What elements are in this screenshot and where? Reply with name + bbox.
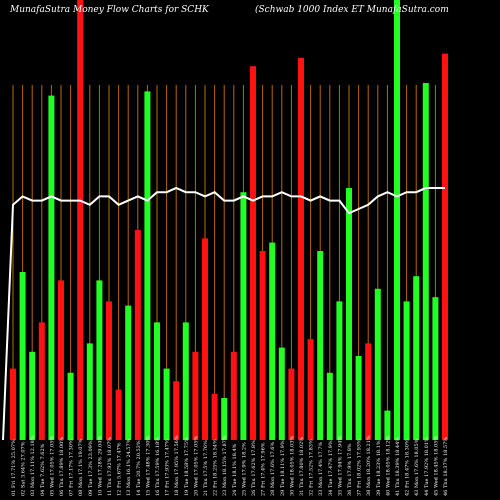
chart-title-right: (Schwab 1000 Index ET MunafaSutra.com (255, 4, 449, 15)
x-tick-label: 45 Wed 18.45% 18.05% (433, 436, 439, 496)
bar (202, 238, 208, 440)
x-tick-label: 36 Thu 17.9% 17.8% (347, 443, 353, 496)
x-tick-label: 40 Wed 18.05% 18.12% (385, 436, 391, 496)
x-tick-label: 18 Mon 17.95% 17.56% (174, 435, 180, 496)
bar (307, 339, 314, 440)
x-tick-label: 25 Wed 17.9% 18.2% (241, 442, 247, 496)
x-tick-label: 29 Tue 18.11% 17.9% (280, 440, 286, 496)
bar (211, 393, 218, 440)
bar (67, 372, 74, 440)
x-tick-labels: 01 Fri 17.71% 25.07% 02 Sat 3.64% 27.07% 0… (11, 435, 449, 496)
x-tick-label: 30 Wed 18.05% 18.03% (289, 436, 295, 496)
x-tick-label: 35 Wed 17.94% 17.94% (337, 436, 343, 496)
bar (115, 389, 122, 440)
bar (221, 398, 228, 440)
bar (144, 91, 151, 441)
bar (86, 343, 93, 440)
x-tick-label: 07 Fri 17.17% 17.30% (69, 439, 75, 496)
bar (182, 322, 189, 440)
x-tick-label: 28 Mon 17.6% 17.6% (270, 442, 276, 496)
x-tick-label: 23 Mon 18.15% 17.87% (222, 435, 228, 496)
bar (422, 83, 429, 440)
bar (77, 0, 84, 440)
bar (288, 368, 295, 440)
x-tick-label: 27 Fri 17.4% 17.96% (261, 442, 267, 496)
x-tick-label: 01 Fri 17.71% 25.07% (11, 439, 17, 496)
x-tick-label: 10 Wed 17.28% 29.04% (97, 436, 103, 496)
x-tick-label: 31 Thu 17.80% 18.02% (299, 437, 305, 496)
x-tick-label: 16 Thu 17.59% 16.18% (155, 437, 161, 496)
x-tick-label: 42 Fri 18.47% 18.30% (405, 439, 411, 496)
x-tick-label: 02 Sat 3.64% 27.07% (21, 441, 27, 496)
bar (10, 368, 16, 440)
x-tick-label: 34 Tue 17.47% 17.9% (328, 440, 334, 496)
bar (173, 381, 180, 440)
x-tick-label: 11 Thu 17.92% 18.07% (107, 437, 113, 496)
x-tick-label: 15 Wed 17.48% 17.30% (145, 436, 151, 496)
x-tick-label: 14 Tue 20.7% 20.53% (136, 440, 142, 496)
x-tick-label: 37 Fri 18.02% 17.93% (357, 439, 363, 496)
bar (365, 343, 372, 440)
bar (384, 410, 391, 440)
x-tick-label: 03 Mon 17.11% 12.18% (30, 435, 36, 496)
bar (326, 372, 333, 440)
x-tick-label: 38 Mon 18.20% 18.21% (366, 435, 372, 496)
bar (346, 188, 352, 440)
x-tick-label: 39 Tue 18.23% 18.1% (376, 440, 382, 496)
x-tick-label: 20 Wed 17.05% 17.05% (193, 436, 199, 496)
bar (355, 356, 362, 440)
line-series (2, 186, 445, 441)
bar (269, 242, 276, 440)
bar (278, 347, 285, 440)
x-tick-label: 32 Fri 17.52% 17.83% (309, 439, 315, 496)
bar (298, 57, 304, 441)
bar (192, 351, 199, 440)
bar (442, 53, 448, 440)
bar (163, 368, 170, 440)
bar (403, 301, 410, 440)
x-tick-label: 26 Thu 17.62% 17.8% (251, 440, 257, 496)
bar (29, 351, 36, 440)
x-tick-label: 09 Tue 17.3% 23.09% (88, 440, 94, 496)
bar (125, 305, 132, 440)
bar (413, 276, 420, 440)
bar (19, 272, 26, 440)
bar (336, 301, 343, 440)
bar (394, 0, 400, 440)
x-tick-label: 44 Tue 17.92% 18.01% (424, 437, 430, 496)
bar (240, 192, 247, 440)
bar (96, 280, 103, 440)
x-tick-label: 22 Fri 18.25% 18.54% (213, 439, 219, 496)
bar (374, 288, 381, 440)
bar (154, 322, 160, 440)
x-tick-label: 46 Thu 18.37% 18.57% (443, 437, 449, 496)
x-tick-label: 05 Wed 17.05% 17.05% (49, 436, 55, 496)
bar (134, 230, 141, 440)
x-tick-label: 43 Mon 17.6% 18.05% (414, 438, 420, 496)
x-tick-label: 08 Mon 17.1% 19.07% (78, 438, 84, 496)
bar (317, 251, 324, 440)
chart-title-left: MunafaSutra Money Flow Charts for SCHK (9, 5, 210, 15)
bar (38, 322, 45, 440)
money-flow-line (2, 186, 445, 441)
bar (106, 301, 112, 440)
x-tick-label: 17 Fri 17.93% 17.47% (165, 439, 171, 496)
bar (230, 351, 237, 440)
x-tick-label: 06 Thu 17.89% 18.00% (59, 437, 65, 496)
bar (250, 66, 256, 440)
x-tick-label: 13 Mon 16.1% 24.57% (126, 438, 132, 496)
bar-series (10, 0, 448, 441)
bar (58, 280, 64, 440)
bar (259, 251, 266, 440)
x-tick-label: 19 Tue 18.58% 17.75% (184, 437, 190, 496)
x-tick-label: 41 Thu 18.39% 18.44% (395, 437, 401, 496)
x-tick-label: 12 Fri 5.67% 17.47% (117, 442, 123, 496)
bar (432, 297, 439, 440)
x-tick-label: 21 Thu 17.5% 17.76% (203, 440, 209, 496)
x-tick-label: 24 Tue 18.1% 18.4% (232, 443, 238, 496)
bar (48, 95, 55, 440)
x-tick-label: 33 Mon 17.4% 17.7% (318, 442, 324, 496)
x-tick-label: 04 Tue 7.62% 7.62% (40, 443, 46, 496)
